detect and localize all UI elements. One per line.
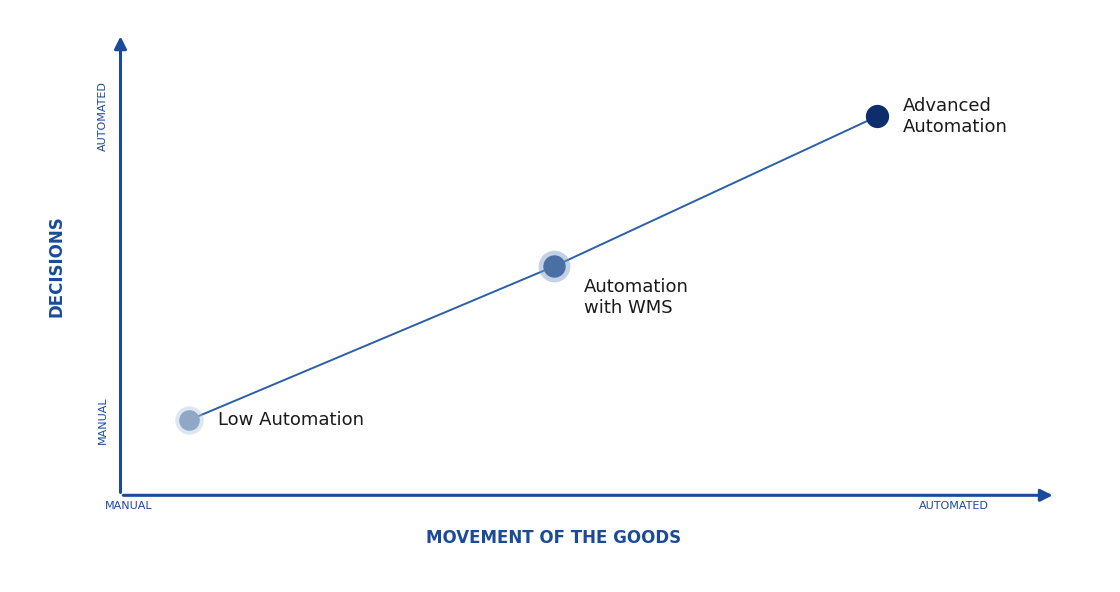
- Point: [545, 262, 563, 271]
- Point: [179, 416, 197, 425]
- Text: Automation
with WMS: Automation with WMS: [584, 278, 689, 317]
- Text: Advanced
Automation: Advanced Automation: [903, 97, 1007, 136]
- Text: MANUAL: MANUAL: [97, 397, 108, 444]
- Text: MOVEMENT OF THE GOODS: MOVEMENT OF THE GOODS: [427, 529, 682, 547]
- Text: DECISIONS: DECISIONS: [48, 215, 66, 317]
- Point: [179, 416, 197, 425]
- Text: AUTOMATED: AUTOMATED: [918, 501, 989, 511]
- Point: [545, 262, 563, 271]
- Text: Low Automation: Low Automation: [218, 411, 364, 429]
- Text: MANUAL: MANUAL: [105, 501, 152, 511]
- Text: AUTOMATED: AUTOMATED: [97, 82, 108, 152]
- Point: [868, 112, 886, 121]
